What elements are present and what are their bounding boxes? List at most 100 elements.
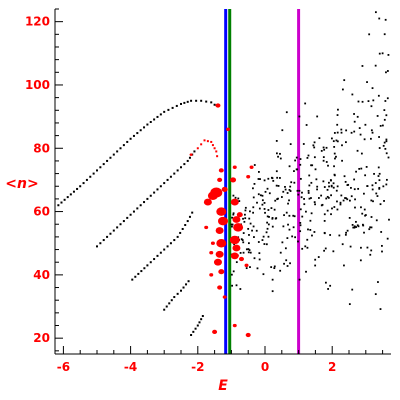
curve-point [213,103,216,106]
curve-point [139,129,142,132]
y-axis-ticks: 20 40 60 80 100 120 [25,8,63,352]
cloud-point [314,264,317,267]
red-blob [217,177,223,183]
red-blob [217,285,223,290]
curve-point [149,194,152,197]
red-blob [233,223,244,232]
curve-point [200,143,203,146]
cloud-point [310,197,312,199]
cloud-point [383,141,386,144]
cloud-point [374,64,377,67]
cloud-point [332,182,335,185]
cloud-point [327,196,330,199]
cloud-point [382,144,385,147]
curve-point [192,330,195,333]
cloud-point [374,182,377,184]
cloud-point [335,189,338,192]
cloud-point [331,207,333,210]
red-blob [238,256,244,262]
cloud-point [238,200,241,202]
curve-point [153,118,156,121]
cloud-point [373,172,375,175]
cloud-point [379,203,382,206]
cloud-point [336,131,339,134]
cloud-point [357,100,360,103]
cloud-point [323,231,326,234]
cloud-point [360,246,362,249]
cloud-point [371,184,374,187]
red-blob [210,241,215,245]
curve-point [132,210,135,213]
cloud-point [286,192,289,194]
cloud-point [333,146,336,148]
cloud-point [270,176,273,179]
cloud-point [345,197,348,200]
curve-point [201,315,204,318]
cloud-point [330,194,332,197]
cloud-point [344,197,346,199]
cloud-point [341,88,344,91]
cloud-point [385,138,388,141]
cloud-point [322,159,325,162]
cloud-point [297,193,300,196]
cloud-point [316,188,318,191]
x-tick-label: -2 [191,360,204,374]
red-blob-points [189,103,254,338]
cloud-point [252,225,255,228]
cloud-point [384,100,387,102]
y-tick-label: 60 [33,205,50,219]
x-axis-ticks: -6 -4 -2 0 2 [57,346,384,374]
cloud-point [291,235,294,238]
cloud-point [232,212,235,215]
cloud-point [378,186,381,189]
cloud-point [364,174,367,177]
cloud-point [275,170,278,173]
cloud-point [287,223,289,226]
cloud-point [381,244,383,247]
red-blob [215,227,224,234]
cloud-point [375,219,378,222]
cloud-point [377,94,380,97]
curve-point [134,275,137,278]
curve-point [129,213,132,216]
cloud-point [386,97,389,100]
curve-point [163,182,166,185]
cloud-point [372,99,375,102]
cloud-point [251,229,253,232]
cloud-point [276,152,278,155]
red-blob [245,332,251,338]
cloud-point [299,163,302,166]
cloud-point [374,293,377,296]
red-blob [232,323,237,328]
cloud-point [383,109,386,112]
cloud-point [366,246,369,249]
cloud-point [273,208,276,211]
cloud-point [271,290,274,293]
cloud-point [263,179,266,182]
cloud-point [275,140,278,142]
cloud-point [320,149,323,152]
cloud-point [369,226,372,229]
cloud-point [378,17,381,20]
curve-point [156,115,159,118]
cloud-point [286,265,289,267]
cloud-point [365,165,368,168]
cloud-point [267,177,270,180]
curve-point [159,185,162,188]
y-axis-title: <n> [5,176,38,192]
cloud-point [262,235,265,238]
cloud-point [306,246,309,249]
red-blob [203,198,212,206]
curve-point [196,147,199,150]
curve-point [156,188,159,191]
cloud-point [381,124,384,127]
curve-point [143,267,146,270]
curve-point [165,305,168,308]
cloud-point [328,185,330,188]
cloud-point [289,143,292,146]
cloud-point [258,258,261,261]
cloud-point [348,217,351,219]
cloud-point [284,188,287,191]
cloud-point [370,216,373,218]
cloud-point [270,266,273,269]
